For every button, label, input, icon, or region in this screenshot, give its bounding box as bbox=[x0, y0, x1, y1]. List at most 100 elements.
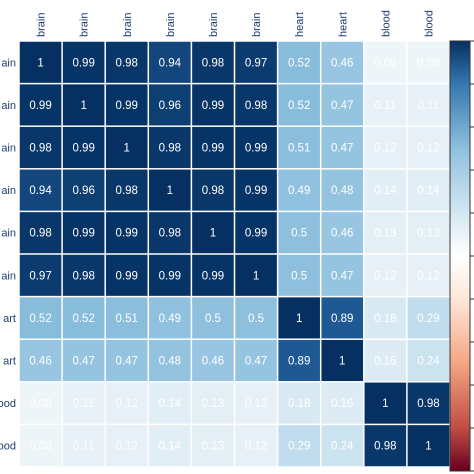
heatmap-cell bbox=[192, 84, 234, 126]
heatmap-cell bbox=[364, 425, 407, 467]
heatmap-cell bbox=[321, 126, 364, 169]
heatmap-cell bbox=[149, 41, 191, 83]
cell-value-label: 0.47 bbox=[72, 356, 94, 368]
cell-value-label: 0.14 bbox=[159, 441, 182, 453]
cell-value-label: 0.48 bbox=[159, 356, 181, 368]
column-label: brain bbox=[165, 13, 177, 37]
cell-value-label: 0.12 bbox=[374, 270, 396, 282]
row-label: ain bbox=[1, 270, 16, 282]
cell-value-label: 1 bbox=[382, 398, 388, 410]
cell-value-label: 0.29 bbox=[288, 441, 310, 453]
heatmap-cell bbox=[192, 126, 234, 169]
cell-value-label: 0.47 bbox=[331, 143, 353, 155]
cell-value-label: 0.98 bbox=[29, 228, 51, 240]
cell-value-label: 0.99 bbox=[159, 270, 181, 282]
cell-value-label: 0.99 bbox=[245, 143, 267, 155]
row-label: ain bbox=[1, 143, 16, 155]
heatmap-cell bbox=[278, 126, 320, 169]
heatmap-cell bbox=[321, 84, 364, 126]
cell-value-label: 0.5 bbox=[291, 228, 307, 240]
cell-value-label: 0.46 bbox=[202, 356, 224, 368]
heatmap-cell bbox=[62, 382, 105, 424]
heatmap-cell bbox=[105, 425, 148, 467]
cell-value-label: 0.51 bbox=[288, 143, 310, 155]
cell-value-label: 0.89 bbox=[288, 356, 310, 368]
cell-value-label: 0.5 bbox=[248, 313, 264, 325]
heatmap-cell bbox=[235, 382, 277, 424]
cell-value-label: 0.48 bbox=[331, 185, 353, 197]
cell-value-label: 0.98 bbox=[374, 441, 396, 453]
heatmap-cell bbox=[19, 297, 62, 339]
heatmap-cell bbox=[235, 425, 277, 467]
heatmap-cell bbox=[278, 339, 320, 382]
row-label: ood bbox=[0, 441, 16, 453]
row-label: art bbox=[3, 313, 16, 325]
heatmap-cell bbox=[149, 297, 191, 339]
heatmap-cell bbox=[19, 212, 62, 254]
cell-value-label: 0.12 bbox=[116, 441, 138, 453]
column-label: blood bbox=[380, 10, 392, 37]
cell-value-label: 0.97 bbox=[29, 270, 51, 282]
heatmap-cell bbox=[19, 339, 62, 382]
cell-value-label: 0.13 bbox=[417, 228, 439, 240]
heatmap-cell bbox=[105, 339, 148, 382]
heatmap-cell bbox=[321, 41, 364, 83]
column-label: brain bbox=[251, 13, 263, 37]
heatmap-cell bbox=[278, 382, 320, 424]
heatmap-cell bbox=[62, 126, 105, 169]
cell-value-label: 0.11 bbox=[73, 441, 95, 453]
column-label: heart bbox=[294, 12, 306, 37]
heatmap-cell bbox=[192, 382, 234, 424]
row-label: ain bbox=[1, 185, 16, 197]
heatmap-cell bbox=[235, 169, 277, 211]
heatmap-cell bbox=[407, 425, 450, 467]
cell-value-label: 0.46 bbox=[29, 356, 51, 368]
heatmap-cell bbox=[407, 254, 450, 296]
heatmap-cell bbox=[19, 382, 62, 424]
heatmap-cell bbox=[278, 425, 320, 467]
cell-value-label: 0.5 bbox=[291, 270, 307, 282]
heatmap-cell bbox=[235, 254, 277, 296]
heatmap-cell bbox=[407, 84, 450, 126]
heatmap-cell bbox=[407, 126, 450, 169]
cell-value-label: 0.94 bbox=[29, 185, 52, 197]
cell-value-label: 0.46 bbox=[331, 57, 353, 69]
cell-value-label: 0.99 bbox=[116, 228, 138, 240]
cell-value-label: 0.99 bbox=[72, 143, 94, 155]
heatmap-cell bbox=[321, 212, 364, 254]
heatmap-cell bbox=[364, 297, 407, 339]
heatmap-cell bbox=[149, 382, 191, 424]
heatmap-cell bbox=[278, 169, 320, 211]
cell-value-label: 0.08 bbox=[29, 398, 51, 410]
heatmap-cell bbox=[19, 41, 62, 83]
heatmap-cell bbox=[192, 254, 234, 296]
heatmap-cell bbox=[278, 84, 320, 126]
cell-value-label: 0.46 bbox=[331, 228, 353, 240]
heatmap-cell bbox=[278, 212, 320, 254]
column-label: brain bbox=[208, 13, 220, 37]
heatmap-cell bbox=[407, 339, 450, 382]
heatmap-cell bbox=[192, 425, 234, 467]
heatmap-cell bbox=[19, 169, 62, 211]
heatmap-cell bbox=[321, 425, 364, 467]
heatmap-cell bbox=[235, 339, 277, 382]
colorbar bbox=[449, 40, 474, 472]
heatmap-cell bbox=[364, 126, 407, 169]
cell-value-label: 0.98 bbox=[72, 270, 94, 282]
cell-value-label: 0.99 bbox=[116, 270, 138, 282]
cell-value-label: 0.98 bbox=[159, 228, 181, 240]
cell-value-label: 0.98 bbox=[159, 143, 181, 155]
heatmap-cell bbox=[149, 84, 191, 126]
heatmap-cell bbox=[364, 339, 407, 382]
cell-value-label: 0.98 bbox=[202, 185, 224, 197]
cell-value-label: 1 bbox=[37, 57, 43, 69]
heatmap-cell bbox=[192, 212, 234, 254]
cell-value-label: 0.47 bbox=[331, 100, 353, 112]
cell-value-label: 0.08 bbox=[374, 57, 396, 69]
row-label: ain bbox=[1, 100, 16, 112]
cell-value-label: 0.18 bbox=[374, 313, 396, 325]
cell-value-label: 0.89 bbox=[331, 313, 353, 325]
cell-value-label: 0.99 bbox=[29, 100, 51, 112]
column-label: brain bbox=[36, 13, 48, 37]
